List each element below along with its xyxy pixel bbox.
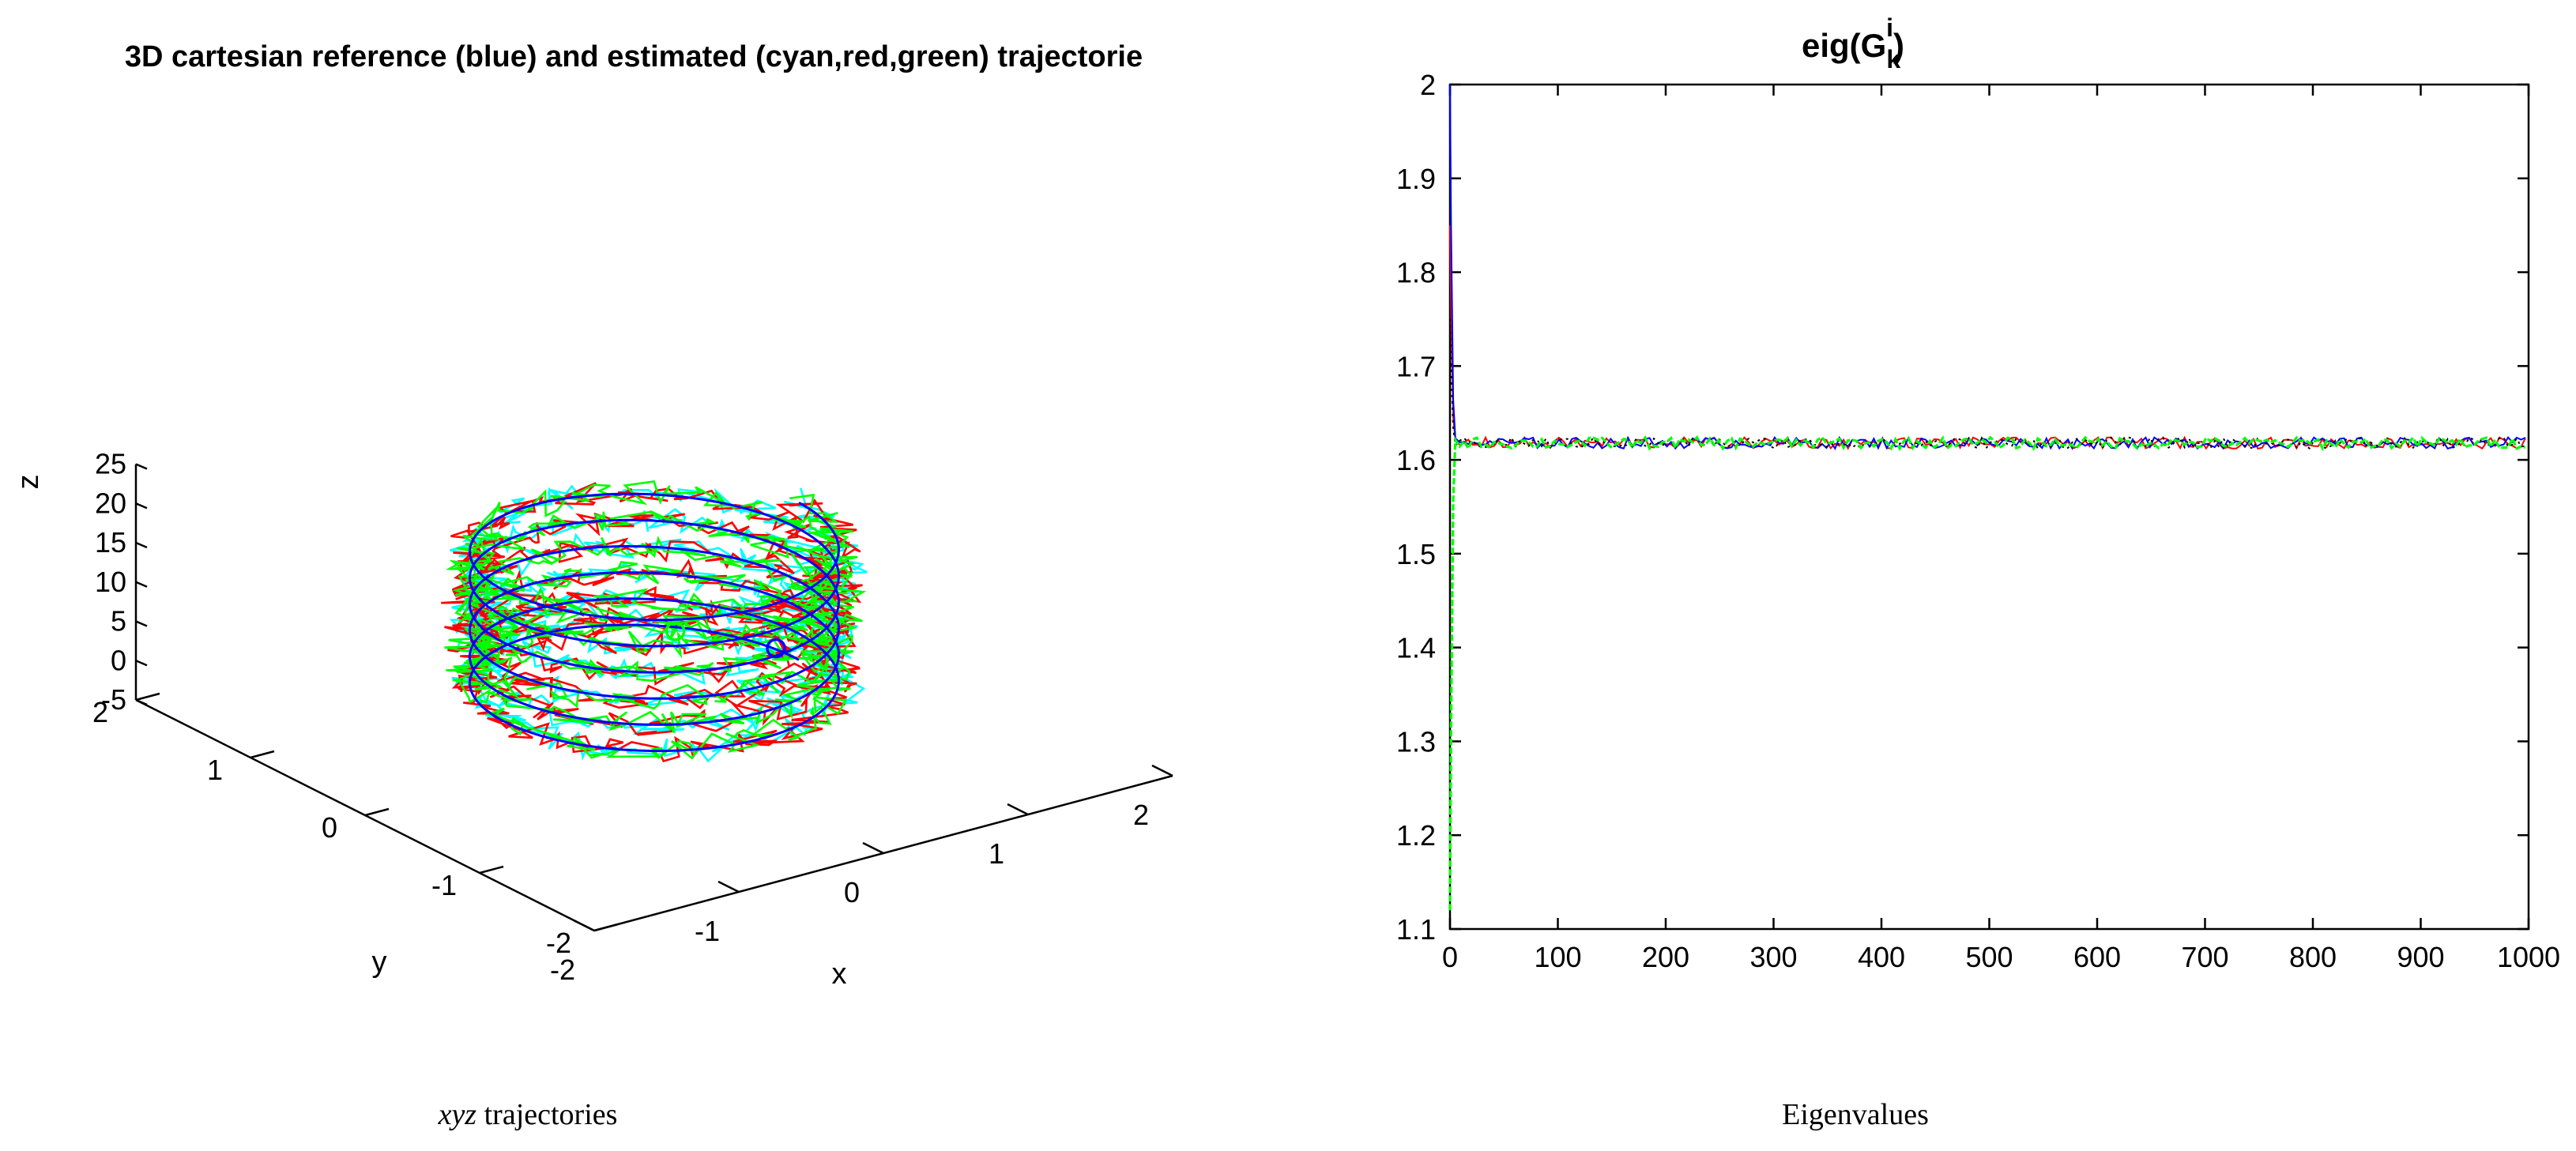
eig-series-2 (1449, 318, 2525, 450)
x-tick-label: 600 (2073, 941, 2121, 973)
plot-frame-eig (1448, 83, 2530, 931)
y-tick-label: 1.6 (1396, 444, 1436, 476)
z-tick (135, 698, 148, 706)
trajectory-reference-0 (468, 492, 841, 753)
x-tick-label: 1000 (2497, 941, 2560, 973)
eig-series-0 (1449, 225, 2526, 450)
y-tick (364, 807, 390, 817)
x-tick-label: 900 (2397, 941, 2444, 973)
z-tick-label: 10 (95, 566, 126, 598)
y-tick-label: -2 (546, 927, 571, 959)
eig-series-3 (1448, 434, 2526, 911)
y-tick-label: 1.5 (1396, 538, 1436, 570)
y-tick-label: 1.8 (1396, 257, 1436, 289)
z-tick (135, 581, 148, 588)
y-tick (593, 923, 619, 932)
x-tick-label: 800 (2289, 941, 2337, 973)
z-tick (135, 620, 148, 627)
x-tick-label: -1 (695, 915, 720, 947)
x-tick-label: 0 (1442, 941, 1458, 973)
x-tick-label: 2 (1133, 799, 1149, 831)
x-tick (1151, 764, 1173, 777)
y-tick-label: 1.1 (1396, 913, 1436, 946)
y-tick (135, 692, 160, 702)
z-tick (135, 660, 148, 667)
z-tick-label: 5 (111, 605, 126, 638)
x-axis-label: x (832, 957, 847, 991)
x-tick (717, 880, 740, 893)
x-tick-label: 300 (1749, 941, 1797, 973)
z-tick-label: 0 (111, 644, 126, 676)
y-tick-label: 2 (1420, 69, 1436, 101)
eig-series-1 (1449, 84, 2526, 450)
panel-eigenvalues: eig(Gki) 0 100 200 300 400 500 600 700 800 900 100… (1396, 13, 2560, 1131)
z-tick-label: 25 (95, 448, 126, 480)
start-marker-1 (665, 621, 686, 641)
y-tick (250, 750, 275, 759)
caption-xyz-trajectories: xyz trajectories (438, 1098, 618, 1131)
x-tick-label: 1 (989, 837, 1004, 870)
start-marker-0 (766, 638, 786, 659)
y-tick-label: 1.7 (1396, 350, 1436, 382)
x-tick-label: -2 (550, 954, 575, 986)
caption-eigenvalues: Eigenvalues (1782, 1098, 1929, 1131)
x-tick-label: 200 (1642, 941, 1689, 973)
y-tick-label: 1.3 (1396, 725, 1436, 758)
z-tick (135, 502, 148, 510)
chart-title-3d: 3D cartesian reference (blue) and estima… (125, 40, 1143, 73)
y-tick-label: 0 (322, 811, 337, 844)
z-axis-label: z (12, 475, 45, 490)
y-tick-label: 1 (207, 754, 223, 786)
eig-series-lines (1448, 84, 2526, 911)
z-tick-label: 15 (95, 526, 126, 559)
y-tick-label: 1.2 (1396, 819, 1436, 852)
chart-title-eig: eig(Gki) (1802, 13, 1904, 73)
x-tick-label: 400 (1858, 941, 1905, 973)
z-tick (135, 463, 148, 470)
x-tick-label: 0 (844, 876, 860, 908)
panel-3d-trajectories: 3D cartesian reference (blue) and estima… (12, 40, 1173, 1131)
y-axis-label: y (372, 946, 387, 979)
x-tick-label: 100 (1534, 941, 1581, 973)
y-tick-label: 2 (92, 696, 108, 728)
x-tick (1007, 803, 1029, 816)
eig-axis-ticks: 0 100 200 300 400 500 600 700 800 900 1000 1.1 1.2 1.… (1396, 69, 2560, 973)
y-tick-label: -1 (431, 869, 457, 901)
y-tick-label: 1.4 (1396, 632, 1436, 664)
y-tick (479, 865, 504, 875)
y-tick-label: 1.9 (1396, 163, 1436, 195)
x-tick (573, 919, 595, 932)
x-tick (862, 841, 884, 855)
z-tick-label: 20 (95, 487, 126, 519)
trajectory-lines (441, 480, 868, 763)
x-tick-label: 500 (1965, 941, 2013, 973)
x-tick-label: 700 (2181, 941, 2228, 973)
z-tick (135, 541, 148, 549)
z-tick-label: -5 (101, 683, 126, 716)
